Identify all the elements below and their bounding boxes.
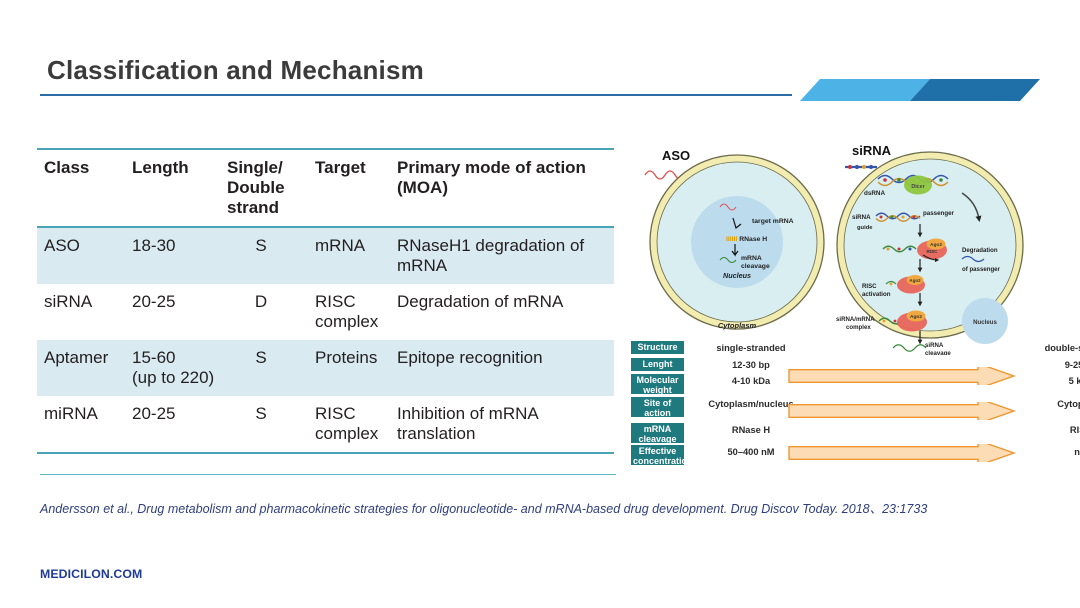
svg-text:of passenger: of passenger: [962, 266, 1001, 273]
svg-text:Ago2: Ago2: [909, 278, 921, 283]
svg-text:siRNA/mRNA: siRNA/mRNA: [836, 316, 875, 323]
svg-text:cleavage: cleavage: [741, 263, 770, 270]
svg-text:passenger: passenger: [923, 210, 955, 217]
svg-text:mRNA: mRNA: [741, 255, 762, 262]
svg-text:guide: guide: [857, 225, 873, 231]
svg-text:Ago2: Ago2: [930, 242, 942, 248]
svg-text:RISC: RISC: [927, 249, 939, 254]
svg-text:Nucleus: Nucleus: [973, 319, 997, 326]
svg-text:Nucleus: Nucleus: [723, 271, 751, 280]
svg-text:Degradation: Degradation: [962, 247, 998, 254]
svg-text:Cytoplasm: Cytoplasm: [718, 321, 757, 330]
svg-text:RISC: RISC: [862, 283, 877, 290]
svg-text:ASO: ASO: [662, 148, 690, 163]
svg-text:siRNA: siRNA: [852, 145, 892, 158]
svg-text:complex: complex: [846, 324, 871, 331]
svg-text:target mRNA: target mRNA: [752, 218, 794, 225]
svg-text:Ago2: Ago2: [910, 314, 922, 320]
svg-text:IIIIII RNase H: IIIIII RNase H: [726, 236, 767, 243]
svg-text:Dicer: Dicer: [911, 184, 924, 190]
svg-text:dsRNA: dsRNA: [864, 190, 885, 197]
svg-text:activation: activation: [862, 291, 891, 298]
svg-text:siRNA: siRNA: [852, 214, 871, 221]
